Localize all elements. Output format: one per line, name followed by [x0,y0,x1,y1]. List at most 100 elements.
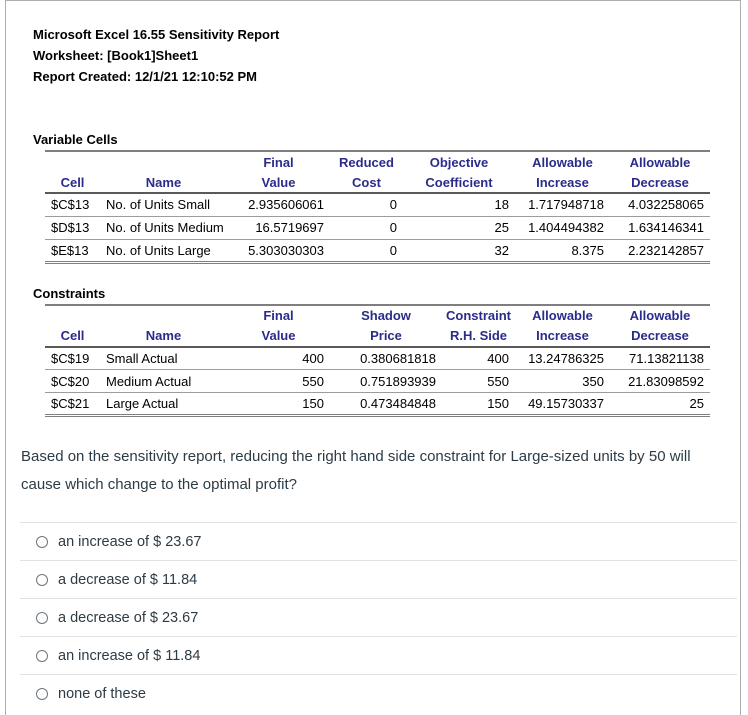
report-worksheet: Worksheet: [Book1]Sheet1 [33,48,199,63]
column-header: Cost [330,172,403,194]
column-header: Allowable [629,154,691,170]
column-header: Name [100,325,227,348]
option-divider [20,522,737,523]
column-header: Decrease [610,172,710,194]
table-cell: 0.473484848 [330,392,442,417]
table-cell: 150 [442,392,515,417]
column-header: Cell [45,172,100,194]
option-divider [20,560,737,561]
option-divider [20,598,737,599]
column-header [45,151,100,172]
answer-option-label[interactable]: none of these [58,685,146,702]
table-cell: $C$20 [45,369,100,393]
table-cell: No. of Units Large [100,239,227,264]
excel-sensitivity-report: Microsoft Excel 16.55 Sensitivity Report… [6,24,740,417]
table-cell: 18 [403,193,515,217]
table-row: $C$13 No. of Units Small 2.935606061 0 1… [45,193,710,217]
table-cell: 0.380681818 [330,346,442,370]
answer-option-label[interactable]: a decrease of $ 11.84 [58,571,198,588]
radio-button-icon[interactable] [36,573,48,586]
column-header: Objective [429,154,489,170]
table-cell: 400 [227,346,330,370]
radio-button-icon[interactable] [36,687,48,700]
table-cell: No. of Units Small [100,193,227,217]
table-cell: Medium Actual [100,369,227,393]
table-row: $C$19 Small Actual 400 0.380681818 400 1… [45,346,710,370]
table-cell: 49.15730337 [515,392,610,417]
radio-button-icon[interactable] [36,611,48,624]
table-cell: Large Actual [100,392,227,417]
table-header-row: Final Reduced Objective Allowable Allowa… [45,151,710,172]
column-header [100,305,227,326]
table-cell: 25 [610,392,710,417]
column-header [100,151,227,172]
column-header: Constraint [446,308,511,323]
table-cell: $C$21 [45,392,100,417]
table-cell: No. of Units Medium [100,216,227,240]
column-header: Allowable [532,308,593,323]
option-divider [20,674,737,675]
table-cell: 13.24786325 [515,346,610,370]
table-cell: 0 [330,239,403,264]
column-header: Value [227,172,330,194]
table-cell: 350 [515,369,610,393]
column-header: Reduced [339,154,394,170]
column-header: Allowable [629,308,691,323]
variable-cells-table: Final Reduced Objective Allowable Allowa… [45,150,710,264]
report-created: Report Created: 12/1/21 12:10:52 PM [33,69,257,84]
table-cell: 1.634146341 [610,216,710,240]
column-header: Name [100,172,227,194]
answer-option-4[interactable]: an increase of $ 11.84 [20,637,737,674]
column-header [45,305,100,326]
table-cell: 0.751893939 [330,369,442,393]
radio-button-icon[interactable] [36,649,48,662]
option-divider [20,636,737,637]
column-header: Coefficient [403,172,515,194]
constraints-section-label: Constraints [33,285,106,301]
answer-option-5[interactable]: none of these [20,675,737,712]
table-cell: $C$13 [45,193,100,217]
table-cell: 1.717948718 [515,193,610,217]
table-cell: 2.232142857 [610,239,710,264]
table-cell: 8.375 [515,239,610,264]
report-title: Microsoft Excel 16.55 Sensitivity Report [33,27,280,42]
answer-option-label[interactable]: a decrease of $ 23.67 [58,609,199,626]
variable-cells-section-label: Variable Cells [33,132,118,147]
column-header: R.H. Side [442,325,515,348]
table-cell: 16.5719697 [227,216,330,240]
table-header-row: Cell Name Value Price R.H. Side Increase… [45,325,710,348]
answer-options-list: an increase of $ 23.67 a decrease of $ 1… [20,522,737,712]
table-cell: 550 [442,369,515,393]
answer-option-label[interactable]: an increase of $ 23.67 [58,533,202,550]
table-cell: 71.13821138 [610,346,710,370]
table-cell: $D$13 [45,216,100,240]
table-cell: 2.935606061 [227,193,330,217]
column-header: Increase [515,325,610,348]
table-cell: Small Actual [100,346,227,370]
table-header-row: Cell Name Value Cost Coefficient Increas… [45,172,710,194]
table-cell: 150 [227,392,330,417]
constraints-table: Final Shadow Constraint Allowable Allowa… [45,303,710,417]
radio-button-icon[interactable] [36,535,48,548]
answer-option-1[interactable]: an increase of $ 23.67 [20,523,737,560]
quiz-question-container: Microsoft Excel 16.55 Sensitivity Report… [5,0,741,715]
answer-option-3[interactable]: a decrease of $ 23.67 [20,599,737,636]
table-cell: 21.83098592 [610,369,710,393]
table-cell: 0 [330,216,403,240]
answer-option-2[interactable]: a decrease of $ 11.84 [20,561,737,598]
table-cell: 400 [442,346,515,370]
column-header: Final [263,308,294,323]
column-header: Increase [515,172,610,194]
table-header-row: Final Shadow Constraint Allowable Allowa… [45,305,710,326]
table-cell: $C$19 [45,346,100,370]
table-cell: $E$13 [45,239,100,264]
report-header: Microsoft Excel 16.55 Sensitivity Report… [33,24,740,87]
table-cell: 32 [403,239,515,264]
column-header: Cell [45,325,100,348]
column-header: Allowable [532,154,593,170]
answer-option-label[interactable]: an increase of $ 11.84 [58,647,201,664]
question-text: Based on the sensitivity report, reducin… [21,448,691,493]
table-cell: 25 [403,216,515,240]
column-header: Value [227,325,330,348]
column-header: Final [263,154,294,170]
